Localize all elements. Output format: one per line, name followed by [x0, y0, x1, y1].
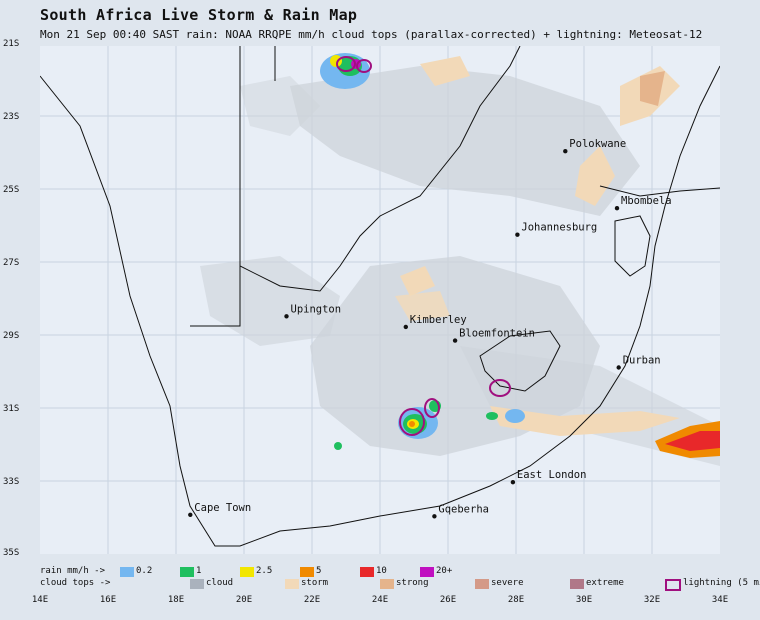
- lon-label: 28E: [507, 595, 525, 605]
- lon-label: 34E: [711, 595, 729, 605]
- storm-map[interactable]: Polokwane Mbombela Johannesburg Upington Kim…: [40, 46, 720, 554]
- rain-legend: rain mm/h -> 0.2 1 2.5 5 10 20+: [40, 566, 760, 578]
- lat-label: 21S: [3, 39, 20, 49]
- lon-label: 18E: [167, 595, 185, 605]
- lat-label: 23S: [3, 112, 20, 122]
- city-dot: [452, 338, 458, 343]
- cloud-swatch-4: [570, 579, 584, 589]
- rain-swatch-label: 1: [196, 566, 202, 576]
- map-canvas: Polokwane Mbombela Johannesburg Upington Kim…: [40, 46, 720, 554]
- borders: [190, 46, 720, 392]
- lightning-swatch-label: lightning (5 min): [683, 578, 760, 588]
- city-label: Mbombela: [621, 195, 672, 207]
- lon-label: 22E: [303, 595, 321, 605]
- city-label: Durban: [623, 355, 661, 367]
- lat-label: 35S: [3, 548, 20, 558]
- city-dot: [403, 324, 408, 330]
- rain-swatch-label: 10: [376, 566, 387, 576]
- city-dot: [188, 512, 193, 517]
- rain-swatch-label: 20+: [436, 566, 453, 576]
- lat-label: 25S: [3, 185, 20, 195]
- cloud-swatch-label: strong: [396, 578, 429, 588]
- city-dot: [563, 149, 568, 154]
- city-dot: [614, 206, 620, 211]
- cloud-swatch-label: extreme: [586, 578, 624, 588]
- rain-swatch-3: [300, 567, 314, 577]
- cloud-cover: [200, 66, 720, 466]
- rain-swatch-2: [240, 567, 254, 577]
- cloud-legend-label: cloud tops ->: [40, 578, 111, 588]
- city-markers: Polokwane Mbombela Johannesburg Upington Kim…: [188, 138, 672, 519]
- lon-label: 24E: [371, 595, 389, 605]
- city-dot: [510, 480, 516, 485]
- rain-swatch-label: 5: [316, 566, 322, 576]
- lat-label: 31S: [3, 404, 20, 414]
- city-label: East London: [517, 469, 587, 481]
- rain-swatch-4: [360, 567, 374, 577]
- city-dot: [515, 232, 520, 237]
- city-label: Kimberley: [410, 314, 467, 326]
- rain-swatch-1: [180, 567, 194, 577]
- lon-label: 14E: [31, 595, 49, 605]
- cloud-swatch-3: [475, 579, 489, 589]
- cloud-legend: cloud tops -> cloud storm strong severe …: [40, 578, 760, 591]
- rain-legend-label: rain mm/h ->: [40, 566, 106, 576]
- storm-tops: [395, 56, 680, 436]
- lat-label: 33S: [3, 477, 20, 487]
- map-title: South Africa Live Storm & Rain Map: [40, 6, 358, 24]
- lon-label: 26E: [439, 595, 457, 605]
- rain-swatch-0: [120, 567, 134, 577]
- lightning-swatch: [665, 579, 681, 591]
- map-subtitle: Mon 21 Sep 00:40 SAST rain: NOAA RRQPE m…: [40, 28, 703, 41]
- city-label: Cape Town: [194, 502, 251, 514]
- lat-label: 27S: [3, 258, 20, 268]
- cloud-swatch-label: cloud: [206, 578, 234, 588]
- city-label: Upington: [291, 303, 342, 315]
- city-dot: [284, 314, 289, 319]
- city-label: Gqeberha: [438, 503, 489, 515]
- cloud-swatch-2: [380, 579, 394, 589]
- cloud-swatch-label: storm: [301, 578, 329, 588]
- cloud-swatch-label: severe: [491, 578, 524, 588]
- lon-label: 16E: [99, 595, 117, 605]
- lon-label: 30E: [575, 595, 593, 605]
- city-label: Bloemfontein: [459, 328, 535, 340]
- coastline: [40, 65, 720, 547]
- lon-label: 32E: [643, 595, 661, 605]
- rain-swatch-5: [420, 567, 434, 577]
- rain-swatch-label: 0.2: [136, 566, 153, 576]
- city-dot: [616, 365, 621, 370]
- lightning-outlines: [336, 56, 511, 436]
- cloud-swatch-0: [190, 579, 204, 589]
- city-dot: [432, 514, 437, 519]
- city-label: Polokwane: [569, 138, 626, 150]
- rain-swatch-label: 2.5: [256, 566, 273, 576]
- lat-label: 29S: [3, 331, 20, 341]
- cloud-swatch-1: [285, 579, 299, 589]
- lon-label: 20E: [235, 595, 253, 605]
- city-label: Johannesburg: [521, 222, 597, 234]
